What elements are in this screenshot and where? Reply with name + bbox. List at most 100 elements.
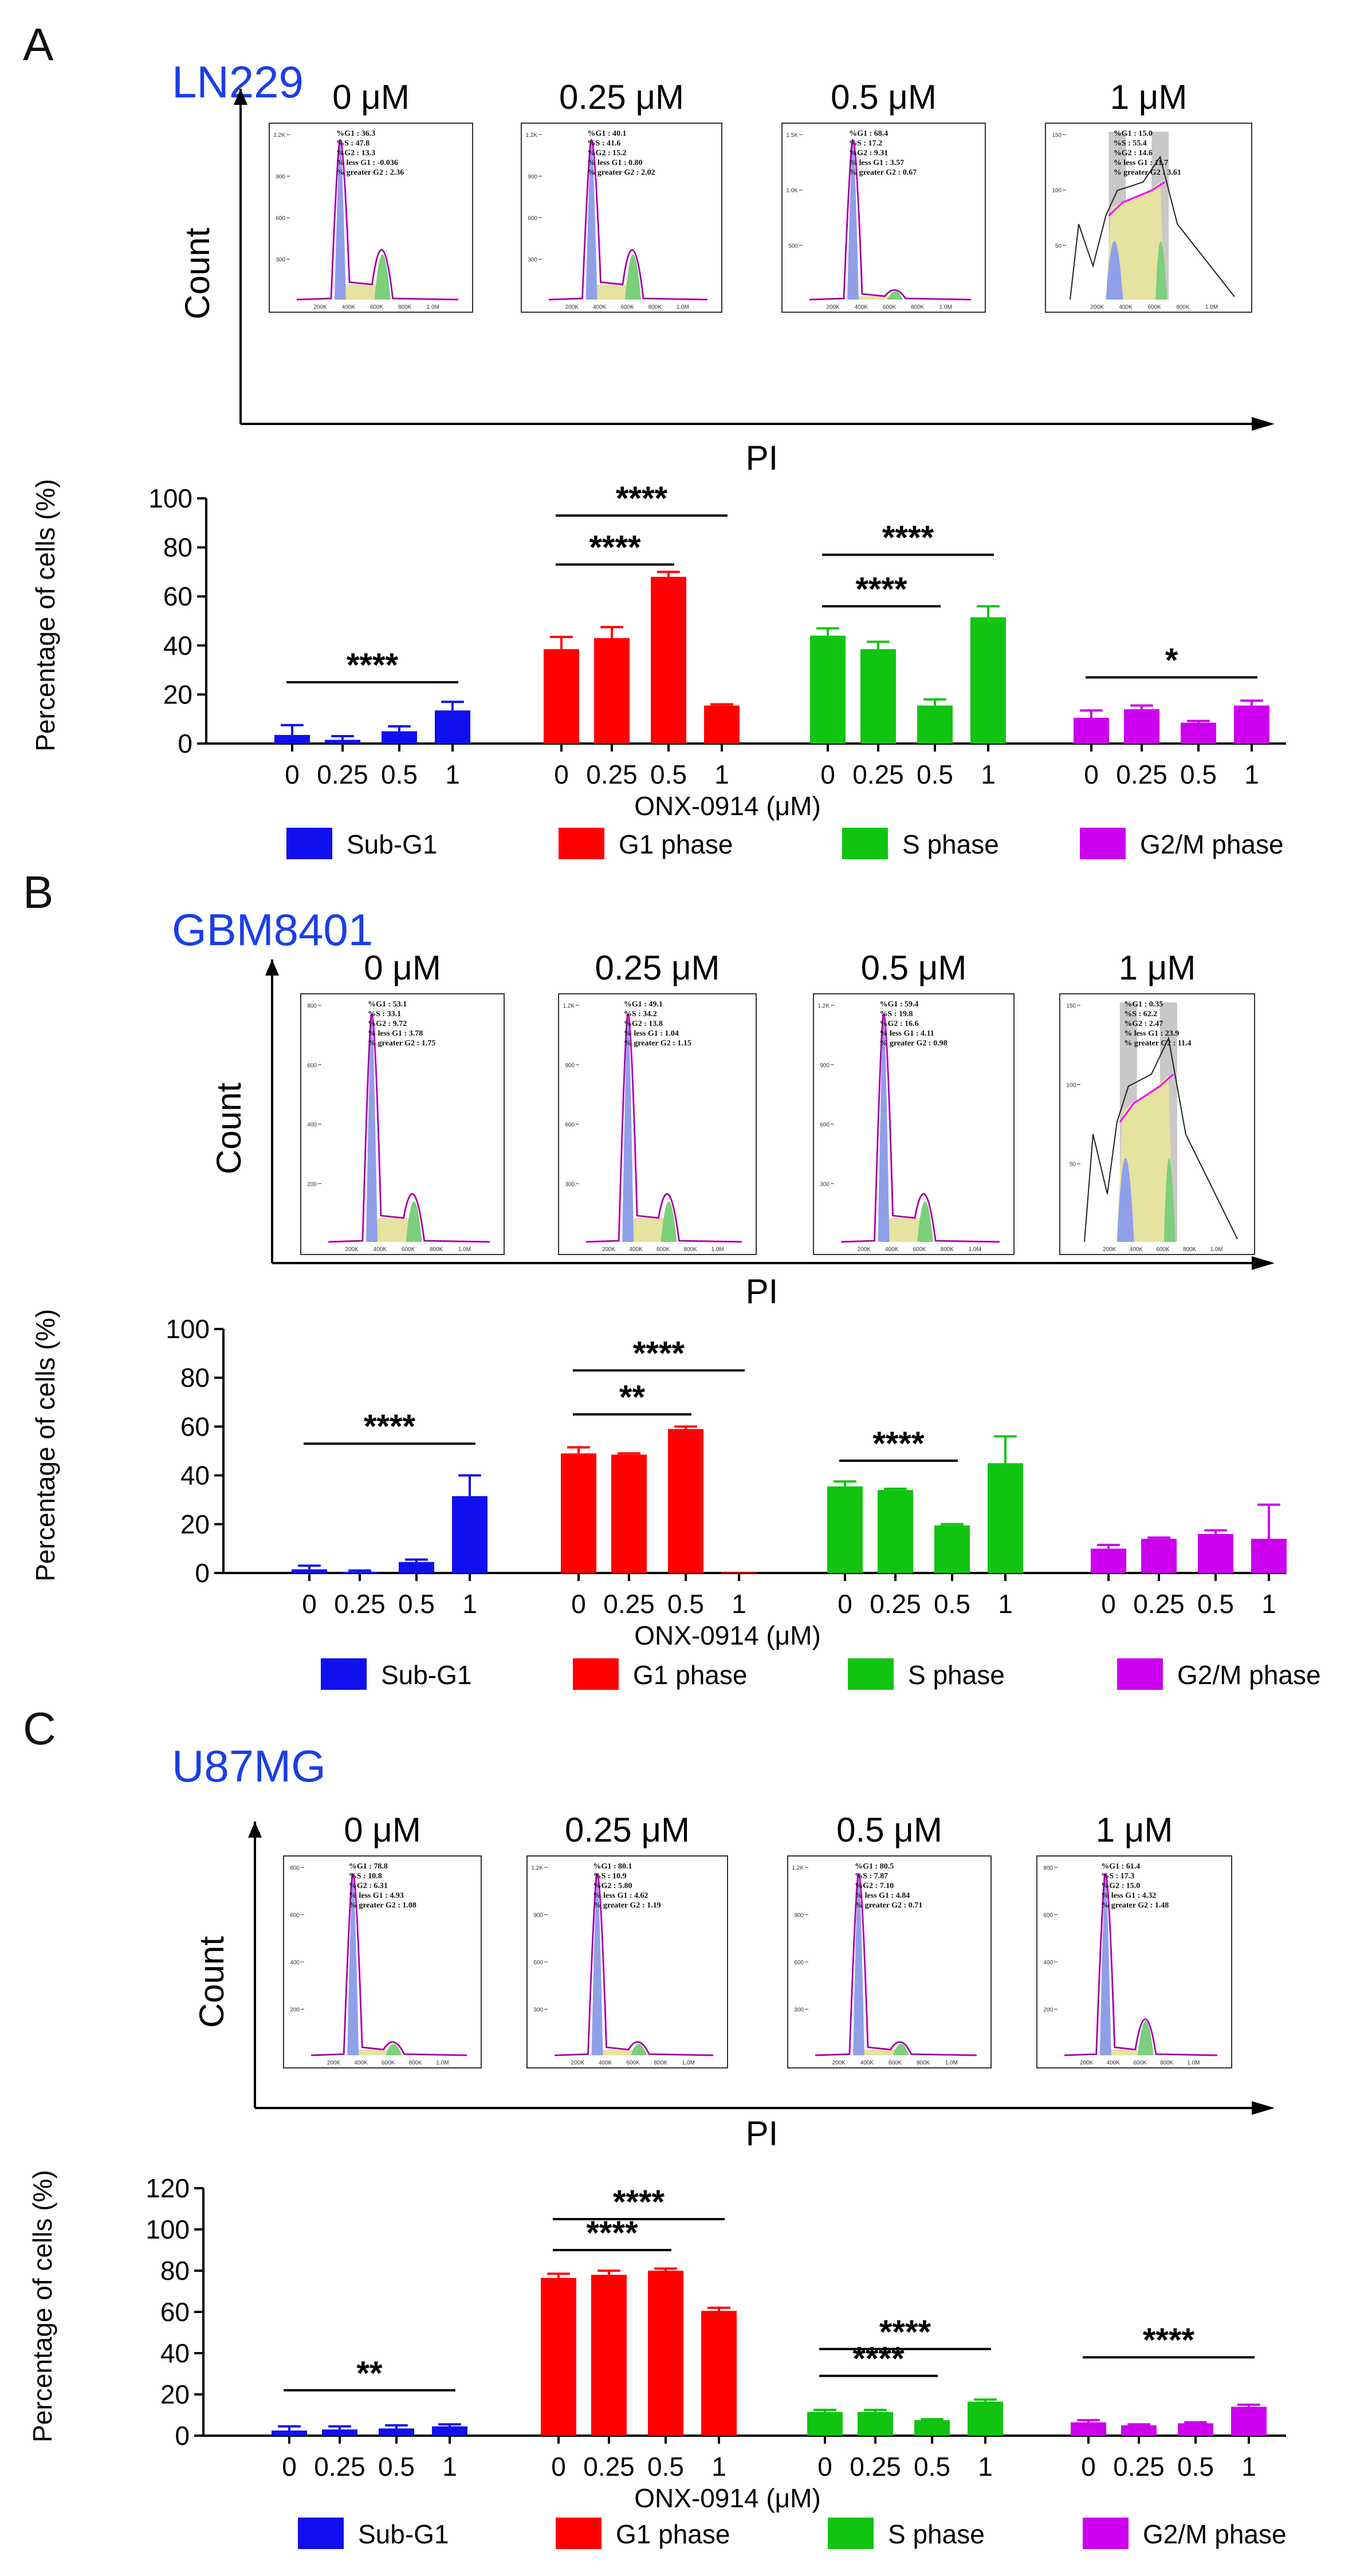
legend-swatch-s xyxy=(848,1658,894,1690)
y-tick-label: 20 xyxy=(180,1509,210,1539)
histogram-xtick: 800K xyxy=(911,304,925,310)
bar-3-0 xyxy=(1074,718,1109,744)
histogram-frame xyxy=(781,123,986,313)
histogram-stat: %G1 : 80.1 xyxy=(593,1862,632,1871)
histogram-ytick: 1.0K xyxy=(786,188,798,194)
histogram-1: 0 μM 800 600 400 200 200K 400K 600K 800K 1.0M %G1 … xyxy=(300,949,505,1255)
x-tick-label: 0.5 xyxy=(381,760,418,789)
histogram-xtick: 600K xyxy=(370,304,384,310)
y-tick-label: 120 xyxy=(146,2173,190,2203)
histogram-xtick: 800K xyxy=(1160,2060,1174,2066)
histogram-xtick: 400K xyxy=(374,1246,387,1253)
x-tick-label: 0 xyxy=(571,1589,586,1619)
significance-label: **** xyxy=(633,1335,685,1372)
histogram-outline xyxy=(310,1874,467,2056)
histogram-ytick: 800 xyxy=(307,1003,317,1009)
bar-3-0 xyxy=(1091,1548,1126,1573)
histogram-1: 0 μM 800 600 400 200 200K 400K 600K 800K 1.0M %G1 … xyxy=(283,1811,482,2068)
histogram-outline xyxy=(585,1014,742,1242)
histogram-stat: %G2 : 9.72 xyxy=(368,1020,407,1028)
y-tick-label: 60 xyxy=(180,1411,210,1441)
histogram-stat: % less G1 : 4.93 xyxy=(349,1891,404,1900)
x-tick-label: 1 xyxy=(732,1589,746,1619)
histogram-curve xyxy=(1070,132,1235,300)
histogram-stat: % greater G2 : 1.19 xyxy=(593,1901,661,1910)
s-phase-fill xyxy=(1106,182,1165,300)
histogram-xtick: 800K xyxy=(408,2060,422,2066)
histogram-xtick: 200K xyxy=(832,2060,846,2066)
significance-label: **** xyxy=(586,2215,638,2252)
histogram-ytick: 800 xyxy=(1043,1865,1053,1871)
histogram-xtick: 200K xyxy=(602,1246,616,1253)
histogram-stat: %S : 10.9 xyxy=(593,1872,627,1881)
histogram-xtick: 1.0M xyxy=(1210,1246,1222,1253)
bar-0-3 xyxy=(432,2426,467,2436)
histogram-stat: %G1 : 78.8 xyxy=(349,1862,388,1871)
histogram-xtick: 200K xyxy=(826,304,840,310)
significance-label: ** xyxy=(356,2355,383,2392)
count-axis-arrow xyxy=(248,1822,262,1838)
histogram-ytick: 600 xyxy=(533,1960,543,1966)
x-tick-label: 1 xyxy=(711,2452,726,2481)
x-tick-label: 1 xyxy=(1261,1589,1276,1619)
count-axis-arrow xyxy=(265,959,279,976)
histogram-ytick: 600 xyxy=(1043,1913,1053,1919)
histogram-stat: %S : 62.2 xyxy=(1124,1010,1157,1018)
histogram-xtick: 1.0M xyxy=(677,304,689,310)
g1-fill xyxy=(1099,1874,1111,2055)
histogram-ytick: 900 xyxy=(533,1913,543,1919)
g1-fill xyxy=(1106,241,1123,300)
histogram-stat: %S : 19.8 xyxy=(880,1010,913,1018)
histogram-ytick: 200 xyxy=(1043,2007,1053,2013)
histogram-stat: %G2 : 2.47 xyxy=(1124,1020,1163,1028)
histogram-ytick: 1.2K xyxy=(525,132,537,139)
bar-3-2 xyxy=(1178,2423,1213,2436)
legend-label: G1 phase xyxy=(633,1660,747,1690)
histogram-stat: %G1 : 0.35 xyxy=(1124,1000,1163,1009)
bar-3-2 xyxy=(1198,1533,1233,1573)
histogram-ytick: 600 xyxy=(820,1122,830,1128)
x-tick-label: 0.5 xyxy=(398,1589,435,1619)
histogram-xtick: 800K xyxy=(430,1246,443,1253)
g2-fill xyxy=(1137,2021,1154,2055)
histogram-stat: %G1 : 40.1 xyxy=(588,129,627,138)
histogram-ytick: 600 xyxy=(565,1122,575,1128)
histogram-stat: % greater G2 : 0.98 xyxy=(880,1039,948,1048)
histogram-xtick: 200K xyxy=(313,304,327,310)
histogram-2: 0.25 μM 1.2K 900 600 300 200K 400K 600K 800K 1.0M… xyxy=(526,1811,728,2068)
histogram-frame xyxy=(787,1855,992,2068)
legend-swatch-subg1 xyxy=(298,2518,344,2549)
histogram-curve xyxy=(815,1873,977,2056)
y-tick-label: 40 xyxy=(163,631,192,660)
g1-fill xyxy=(365,1014,378,1242)
histogram-ytick: 300 xyxy=(820,1181,830,1187)
histogram-3: 0.5 μM 1.5K 1.0K 500 200K 400K 600K 800K 1.0M %G1… xyxy=(781,78,986,313)
histogram-xtick: 400K xyxy=(860,2060,874,2066)
histogram-curve xyxy=(296,139,459,301)
histogram-stat: %S : 34.2 xyxy=(624,1010,657,1018)
x-tick-label: 0.5 xyxy=(667,1589,704,1619)
dose-label: 0.25 μM xyxy=(565,1811,690,1849)
histogram-stat: % greater G2 : 2.02 xyxy=(588,168,655,177)
histogram-stat: %S : 33.1 xyxy=(368,1010,401,1018)
histogram-xtick: 200K xyxy=(565,304,579,310)
x-tick-label: 0.5 xyxy=(914,2452,950,2481)
legend-swatch-s xyxy=(828,2518,874,2549)
g1-fill xyxy=(1117,1158,1134,1242)
histogram-stat: %G2 : 15.0 xyxy=(1101,1882,1140,1890)
histogram-stat: %G2 : 14.6 xyxy=(1114,149,1153,158)
x-tick-label: 0 xyxy=(285,760,300,789)
histogram-ytick: 100 xyxy=(1052,188,1062,194)
y-tick-label: 100 xyxy=(166,1314,210,1344)
y-tick-label: 80 xyxy=(180,1363,210,1393)
bar-3-1 xyxy=(1121,2425,1157,2436)
bar-1-0 xyxy=(544,649,579,744)
panel-letter: A xyxy=(23,19,54,70)
bar-1-0 xyxy=(541,2278,576,2436)
histogram-curve xyxy=(809,139,972,301)
s-phase-fill xyxy=(591,284,634,300)
significance-label: **** xyxy=(613,2184,665,2221)
histogram-stat: %G2 : 7.10 xyxy=(855,1882,894,1890)
